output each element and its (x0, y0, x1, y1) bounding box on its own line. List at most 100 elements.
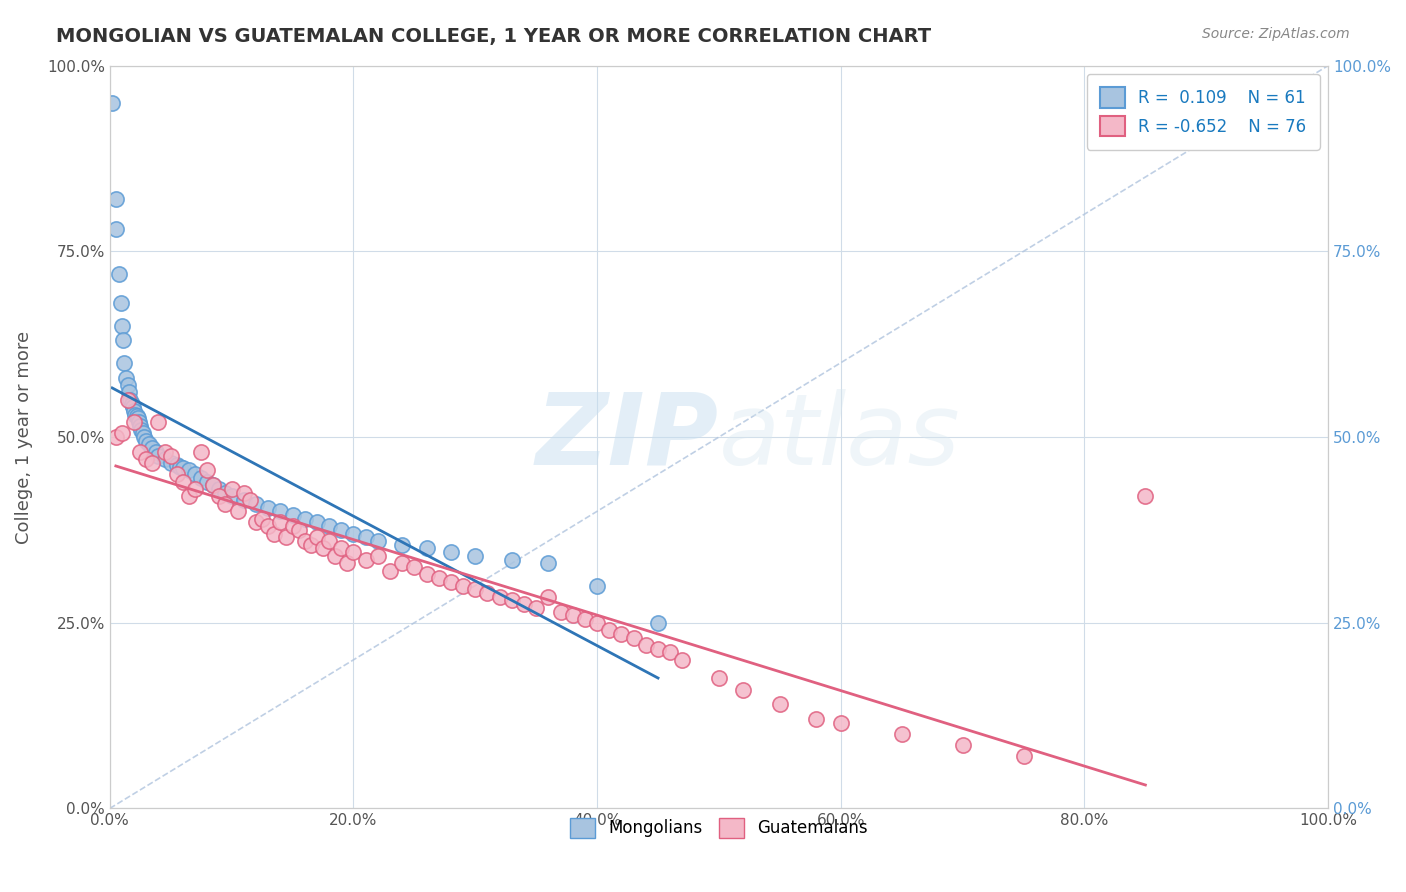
Text: atlas: atlas (718, 389, 960, 485)
Point (101, 95, 124, 110)
Point (159, 456, 181, 470)
Text: Source: ZipAtlas.com: Source: ZipAtlas.com (1202, 27, 1350, 41)
Point (184, 467, 207, 482)
Point (166, 458, 188, 473)
Point (354, 552, 377, 566)
Point (190, 445, 212, 459)
Point (367, 549, 389, 563)
Point (513, 597, 536, 611)
Point (391, 557, 413, 571)
Point (647, 615, 669, 630)
Point (342, 545, 364, 559)
Point (561, 608, 583, 623)
Point (122, 415, 145, 429)
Point (117, 392, 139, 407)
Point (1135, 490, 1157, 504)
Point (125, 409, 148, 424)
Point (550, 605, 572, 619)
Point (574, 612, 596, 626)
Point (172, 475, 194, 489)
Point (659, 645, 682, 659)
Point (108, 267, 131, 281)
Point (232, 485, 254, 500)
Point (257, 519, 280, 533)
Point (245, 516, 267, 530)
Point (330, 523, 353, 537)
Point (281, 508, 304, 522)
Point (257, 500, 280, 515)
Point (524, 600, 547, 615)
Point (342, 526, 364, 541)
Point (323, 549, 346, 563)
Point (195, 463, 218, 477)
Point (294, 512, 316, 526)
Point (208, 490, 231, 504)
Point (214, 485, 236, 500)
Point (488, 590, 510, 604)
Point (131, 426, 153, 441)
Point (135, 452, 157, 467)
Point (129, 445, 152, 459)
Point (110, 296, 132, 310)
Point (305, 516, 328, 530)
Point (118, 385, 141, 400)
Point (634, 638, 657, 652)
Point (336, 557, 359, 571)
Point (121, 396, 143, 410)
Point (501, 593, 523, 607)
Point (184, 482, 207, 496)
Point (221, 482, 243, 496)
Point (232, 493, 254, 508)
Point (221, 490, 243, 504)
Point (671, 653, 693, 667)
Point (354, 530, 377, 544)
Point (330, 541, 353, 556)
Point (104, 222, 127, 236)
Point (195, 475, 218, 489)
Point (269, 516, 291, 530)
Point (537, 557, 560, 571)
Point (138, 437, 160, 451)
Point (464, 582, 486, 597)
Legend: Mongolians, Guatemalans: Mongolians, Guatemalans (564, 811, 875, 845)
Point (127, 411, 149, 425)
Point (148, 449, 170, 463)
Point (598, 623, 620, 637)
Point (318, 534, 340, 549)
Point (451, 578, 474, 592)
Text: MONGOLIAN VS GUATEMALAN COLLEGE, 1 YEAR OR MORE CORRELATION CHART: MONGOLIAN VS GUATEMALAN COLLEGE, 1 YEAR … (56, 27, 931, 45)
Point (263, 526, 285, 541)
Point (281, 519, 304, 533)
Point (153, 452, 176, 467)
Point (112, 334, 135, 348)
Point (141, 441, 163, 455)
Point (707, 672, 730, 686)
Point (202, 478, 225, 492)
Point (464, 549, 486, 563)
Point (427, 571, 450, 585)
Point (112, 356, 135, 370)
Point (111, 318, 134, 333)
Point (769, 698, 792, 712)
Point (120, 392, 142, 407)
Point (647, 641, 669, 656)
Point (153, 445, 176, 459)
Point (190, 471, 212, 485)
Point (415, 541, 437, 556)
Point (806, 712, 828, 726)
Point (586, 578, 609, 592)
Point (122, 404, 145, 418)
Point (148, 415, 170, 429)
Point (114, 370, 136, 384)
Point (415, 567, 437, 582)
Point (623, 631, 645, 645)
Point (202, 478, 225, 492)
Point (214, 497, 236, 511)
Point (537, 590, 560, 604)
Point (287, 523, 309, 537)
Point (145, 445, 167, 459)
Point (1012, 749, 1035, 764)
Point (269, 504, 291, 518)
Point (159, 449, 181, 463)
Point (610, 627, 633, 641)
